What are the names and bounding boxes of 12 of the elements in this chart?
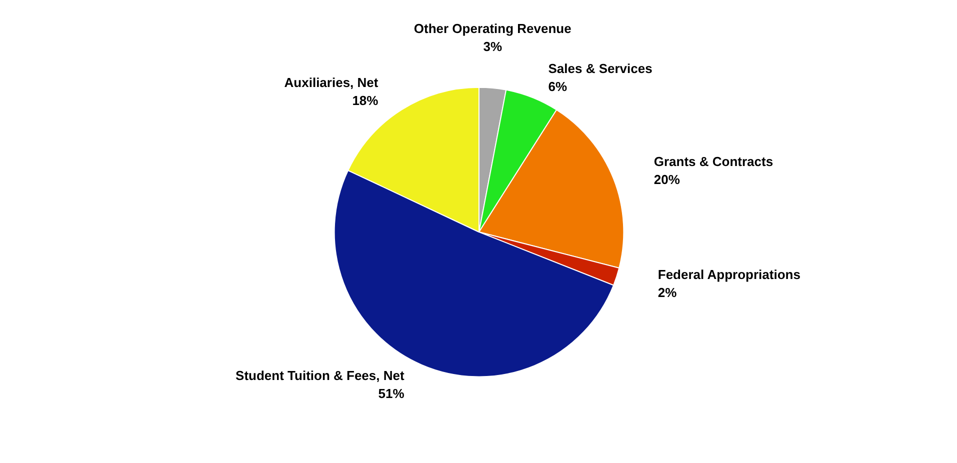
- slice-label: Auxiliaries, Net: [284, 75, 379, 90]
- slice-label: Federal Appropriations: [658, 266, 800, 282]
- slice-label: Other Operating Revenue: [414, 21, 572, 36]
- data-label: 3%: [483, 39, 502, 54]
- data-label: 2%: [658, 284, 678, 300]
- slice-label: Student Tuition & Fees, Net: [236, 368, 405, 384]
- data-label: 51%: [378, 386, 405, 402]
- slice-label: Grants & Contracts: [654, 154, 774, 170]
- data-label: 20%: [654, 172, 680, 188]
- data-label: 6%: [548, 78, 568, 94]
- slice-label: Sales & Services: [548, 60, 652, 76]
- data-label: 18%: [352, 93, 379, 108]
